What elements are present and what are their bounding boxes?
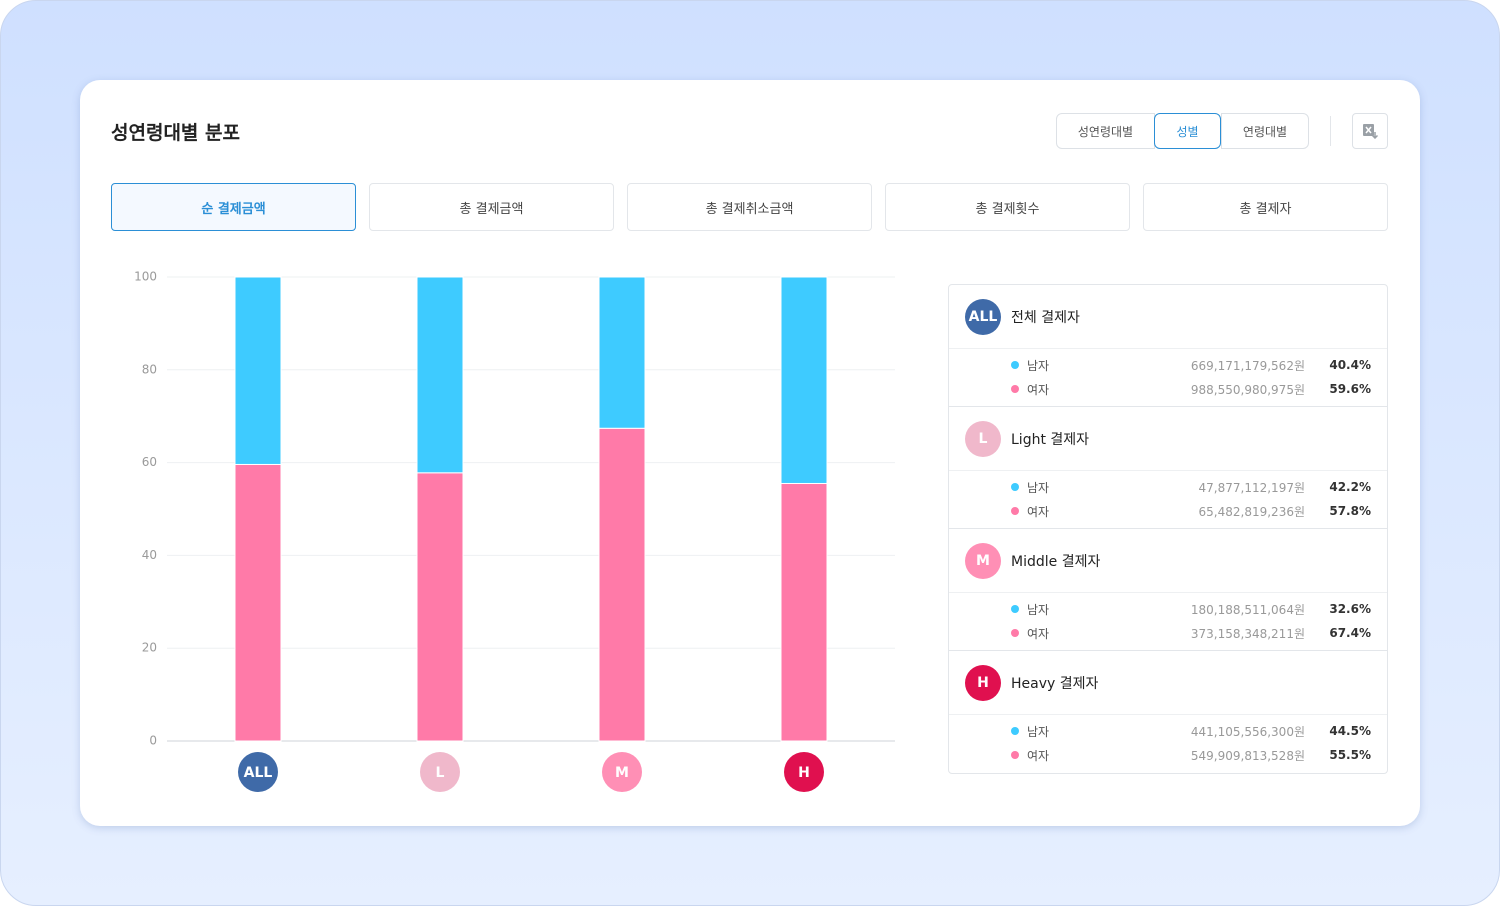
group-header: M Middle 결제자 <box>949 529 1387 593</box>
y-tick-label: 20 <box>142 641 157 655</box>
legend-dot <box>1011 385 1019 393</box>
metric-tab[interactable]: 총 결제횟수 <box>885 183 1130 231</box>
group-rows: 남자 47,877,112,197원 42.2% 여자 65,482,819,236원 5… <box>949 471 1387 529</box>
group-badge: ALL <box>965 298 1001 335</box>
group-badge: M <box>965 542 1001 579</box>
bar-segment <box>598 427 646 742</box>
amount: 180,188,511,064원 <box>1190 602 1305 617</box>
legend-dot <box>1011 483 1019 491</box>
percent: 42.2% <box>1329 480 1371 494</box>
amount: 65,482,819,236원 <box>1198 504 1305 519</box>
metric-tab[interactable]: 총 결제금액 <box>369 183 614 231</box>
legend-dot <box>1011 361 1019 369</box>
gender-label: 남자 <box>1027 724 1050 739</box>
amount: 549,909,813,528원 <box>1190 748 1305 763</box>
x-tick-label: M <box>615 765 629 781</box>
toggle-option[interactable]: 연령대별 <box>1221 113 1309 149</box>
percent: 44.5% <box>1329 724 1371 738</box>
metric-tab[interactable]: 순 결제금액 <box>111 183 356 231</box>
group-rows: 남자 441,105,556,300원 44.5% 여자 549,909,813,528… <box>949 715 1387 773</box>
legend-dot <box>1011 507 1019 515</box>
chart: 0 20 40 60 80 100 ALL L M H <box>134 270 895 792</box>
group-rows: 남자 180,188,511,064원 32.6% 여자 373,158,348,211… <box>949 593 1387 651</box>
gender-label: 여자 <box>1027 504 1050 519</box>
amount: 441,105,556,300원 <box>1190 724 1305 739</box>
metric-tab[interactable]: 총 결제취소금액 <box>627 183 872 231</box>
toggle-option[interactable]: 성연령대별 <box>1056 113 1155 149</box>
y-tick-label: 100 <box>134 270 157 284</box>
x-tick-label: L <box>436 765 445 781</box>
excel-download-button[interactable] <box>1352 113 1388 149</box>
gender-label: 남자 <box>1027 480 1050 495</box>
category-badge <box>602 752 642 792</box>
x-tick-label: H <box>798 765 810 781</box>
percent: 40.4% <box>1329 358 1371 372</box>
gender-row: 여자 65,482,819,236원 57.8% <box>949 499 1387 523</box>
group-header: ALL 전체 결제자 <box>949 285 1387 349</box>
gender-label: 남자 <box>1027 358 1050 373</box>
legend-dot <box>1011 605 1019 613</box>
legend-dot <box>1011 727 1019 735</box>
gender-row: 여자 549,909,813,528원 55.5% <box>949 743 1387 767</box>
gender-label: 남자 <box>1027 602 1050 617</box>
bar-segment <box>234 463 282 742</box>
page-title: 성연령대별 분포 <box>111 122 240 144</box>
excel-icon <box>1363 124 1378 139</box>
gender-row: 남자 669,171,179,562원 40.4% <box>949 353 1387 377</box>
legend-dot <box>1011 629 1019 637</box>
group-header: L Light 결제자 <box>949 407 1387 471</box>
toggle-option[interactable]: 성별 <box>1154 113 1221 149</box>
group-label: Light 결제자 <box>1011 431 1090 448</box>
bar-segment <box>234 276 282 465</box>
gender-row: 여자 988,550,980,975원 59.6% <box>949 377 1387 401</box>
gender-label: 여자 <box>1027 748 1050 763</box>
gender-row: 남자 441,105,556,300원 44.5% <box>949 719 1387 743</box>
group-label: Middle 결제자 <box>1011 553 1101 570</box>
amount: 988,550,980,975원 <box>1190 382 1305 397</box>
group-header: H Heavy 결제자 <box>949 651 1387 715</box>
y-tick-label: 0 <box>149 734 157 748</box>
y-tick-label: 80 <box>142 362 157 376</box>
y-tick-label: 40 <box>142 548 157 562</box>
percent: 59.6% <box>1329 382 1371 396</box>
category-badge <box>784 752 824 792</box>
gender-row: 남자 47,877,112,197원 42.2% <box>949 475 1387 499</box>
amount: 373,158,348,211원 <box>1190 626 1305 641</box>
bar-segment <box>416 472 464 742</box>
gender-row: 남자 180,188,511,064원 32.6% <box>949 597 1387 621</box>
metric-tab[interactable]: 총 결제자 <box>1143 183 1388 231</box>
gender-row: 여자 373,158,348,211원 67.4% <box>949 621 1387 645</box>
category-badge <box>420 752 460 792</box>
percent: 55.5% <box>1329 748 1371 762</box>
group-badge: L <box>965 420 1001 457</box>
gender-label: 여자 <box>1027 382 1050 397</box>
y-tick-label: 60 <box>142 455 157 469</box>
group-label: 전체 결제자 <box>1011 309 1080 326</box>
amount: 669,171,179,562원 <box>1190 358 1305 373</box>
percent: 32.6% <box>1329 602 1371 616</box>
group-rows: 남자 669,171,179,562원 40.4% 여자 988,550,980,975… <box>949 349 1387 407</box>
category-badge <box>238 752 278 792</box>
amount: 47,877,112,197원 <box>1198 480 1305 495</box>
group-label: Heavy 결제자 <box>1011 675 1099 692</box>
divider <box>1330 116 1331 146</box>
bar-segment <box>780 482 828 742</box>
bar-segment <box>416 276 464 474</box>
percent: 67.4% <box>1329 626 1371 640</box>
group-badge: H <box>965 664 1001 701</box>
percent: 57.8% <box>1329 504 1371 518</box>
bar-segment <box>598 276 646 429</box>
gender-label: 여자 <box>1027 626 1050 641</box>
x-tick-label: ALL <box>244 765 273 781</box>
legend-dot <box>1011 751 1019 759</box>
bar-segment <box>780 276 828 484</box>
